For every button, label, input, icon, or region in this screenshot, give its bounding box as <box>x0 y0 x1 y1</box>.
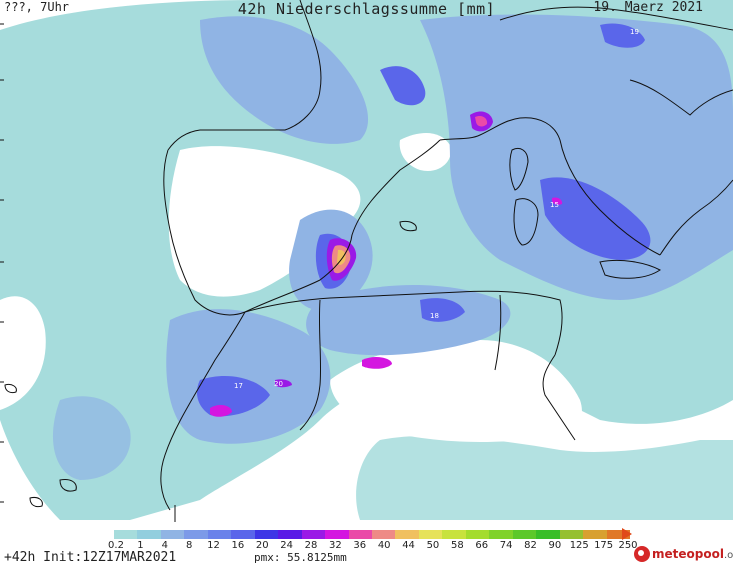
color-scale-tick-label: 32 <box>329 540 342 551</box>
color-scale-swatch <box>114 530 138 539</box>
max-label-algeria: 18 <box>430 312 439 320</box>
color-scale-tick-label: 90 <box>548 540 562 551</box>
color-scale-swatch <box>348 530 372 539</box>
rain-field-peaks <box>210 111 563 417</box>
color-scale-swatch <box>418 530 443 539</box>
color-scale-arrow <box>622 528 632 540</box>
color-scale-tick-label: 74 <box>499 540 513 551</box>
color-scale-swatch <box>606 530 630 539</box>
max-label-morocco-west: 17 <box>234 382 243 390</box>
color-scale-tick-label: 250 <box>618 540 638 551</box>
header-run-time: ???, 7Uhr <box>4 0 70 14</box>
color-scale-tick-label: 175 <box>594 540 614 551</box>
color-scale-swatch <box>231 530 255 539</box>
max-label-north-italy: 19 <box>630 28 639 36</box>
color-scale-swatch <box>301 530 326 539</box>
color-scale-tick-label: 12 <box>207 540 220 551</box>
color-scale-swatch <box>160 530 185 539</box>
color-scale-swatch <box>254 530 279 539</box>
color-scale-swatch <box>207 530 232 539</box>
color-scale-tick-label: 24 <box>280 540 294 551</box>
color-scale-swatch <box>371 530 396 539</box>
color-scale-swatch <box>278 530 302 539</box>
max-label-sardinia: 15 <box>550 201 559 209</box>
color-scale-tick-label: 125 <box>569 540 589 551</box>
color-scale-tick-label: 28 <box>304 540 318 551</box>
color-scale-ticks: 0.2 1 4 8 12 16 20 24 28 32 36 40 44 50 58 66 74 82 90 125 1… <box>108 540 638 552</box>
meteopool-logo[interactable]: meteopool.org <box>634 546 733 562</box>
rain-field-medium <box>52 14 733 480</box>
color-scale-swatch <box>536 530 560 539</box>
left-axis-ticks <box>0 23 4 503</box>
precipitation-color-scale <box>114 530 630 539</box>
page-title: 42h Niederschlagssumme [mm] <box>237 0 496 18</box>
max-label-morocco-east: 20 <box>274 380 283 388</box>
color-scale-tick-label: 82 <box>524 540 537 551</box>
color-scale-tick-label: 1 <box>137 540 144 551</box>
color-scale-swatch <box>512 530 537 539</box>
dry-areas <box>0 133 582 442</box>
color-scale-tick-label: 0.2 <box>108 540 124 551</box>
color-scale-swatch <box>395 530 419 539</box>
color-scale-tick-label: 44 <box>402 540 415 551</box>
color-scale-swatch <box>465 530 490 539</box>
color-scale-tick-label: 58 <box>450 540 464 551</box>
color-scale-tick-label: 8 <box>185 540 193 551</box>
forecast-init-label: +42h Init:12Z17MAR2021 <box>4 550 177 565</box>
color-scale-swatch <box>325 530 349 539</box>
color-scale-tick-label: 16 <box>231 540 245 551</box>
color-scale-swatch <box>137 530 161 539</box>
color-scale-swatch <box>184 530 208 539</box>
color-scale-tick-label: 36 <box>353 540 367 551</box>
color-scale-tick-label: 50 <box>426 540 440 551</box>
color-scale-tick-label: 20 <box>255 540 269 551</box>
color-scale-swatch <box>489 530 513 539</box>
color-scale-swatch <box>583 530 607 539</box>
max-precip-label: pmx: 55.8125mm <box>254 551 347 564</box>
meteopool-logo-icon <box>634 546 650 562</box>
header-valid-date: 19. Maerz 2021 <box>593 0 703 15</box>
meteopool-logo-text: meteopool.org <box>652 547 733 561</box>
color-scale-tick-label: 40 <box>377 540 391 551</box>
color-scale-tick-label: 4 <box>161 540 168 551</box>
coastlines <box>160 0 733 511</box>
color-scale-swatch <box>442 530 466 539</box>
islands <box>4 148 661 508</box>
color-scale-tick-label: 66 <box>475 540 489 551</box>
color-scale-swatch <box>559 530 584 539</box>
